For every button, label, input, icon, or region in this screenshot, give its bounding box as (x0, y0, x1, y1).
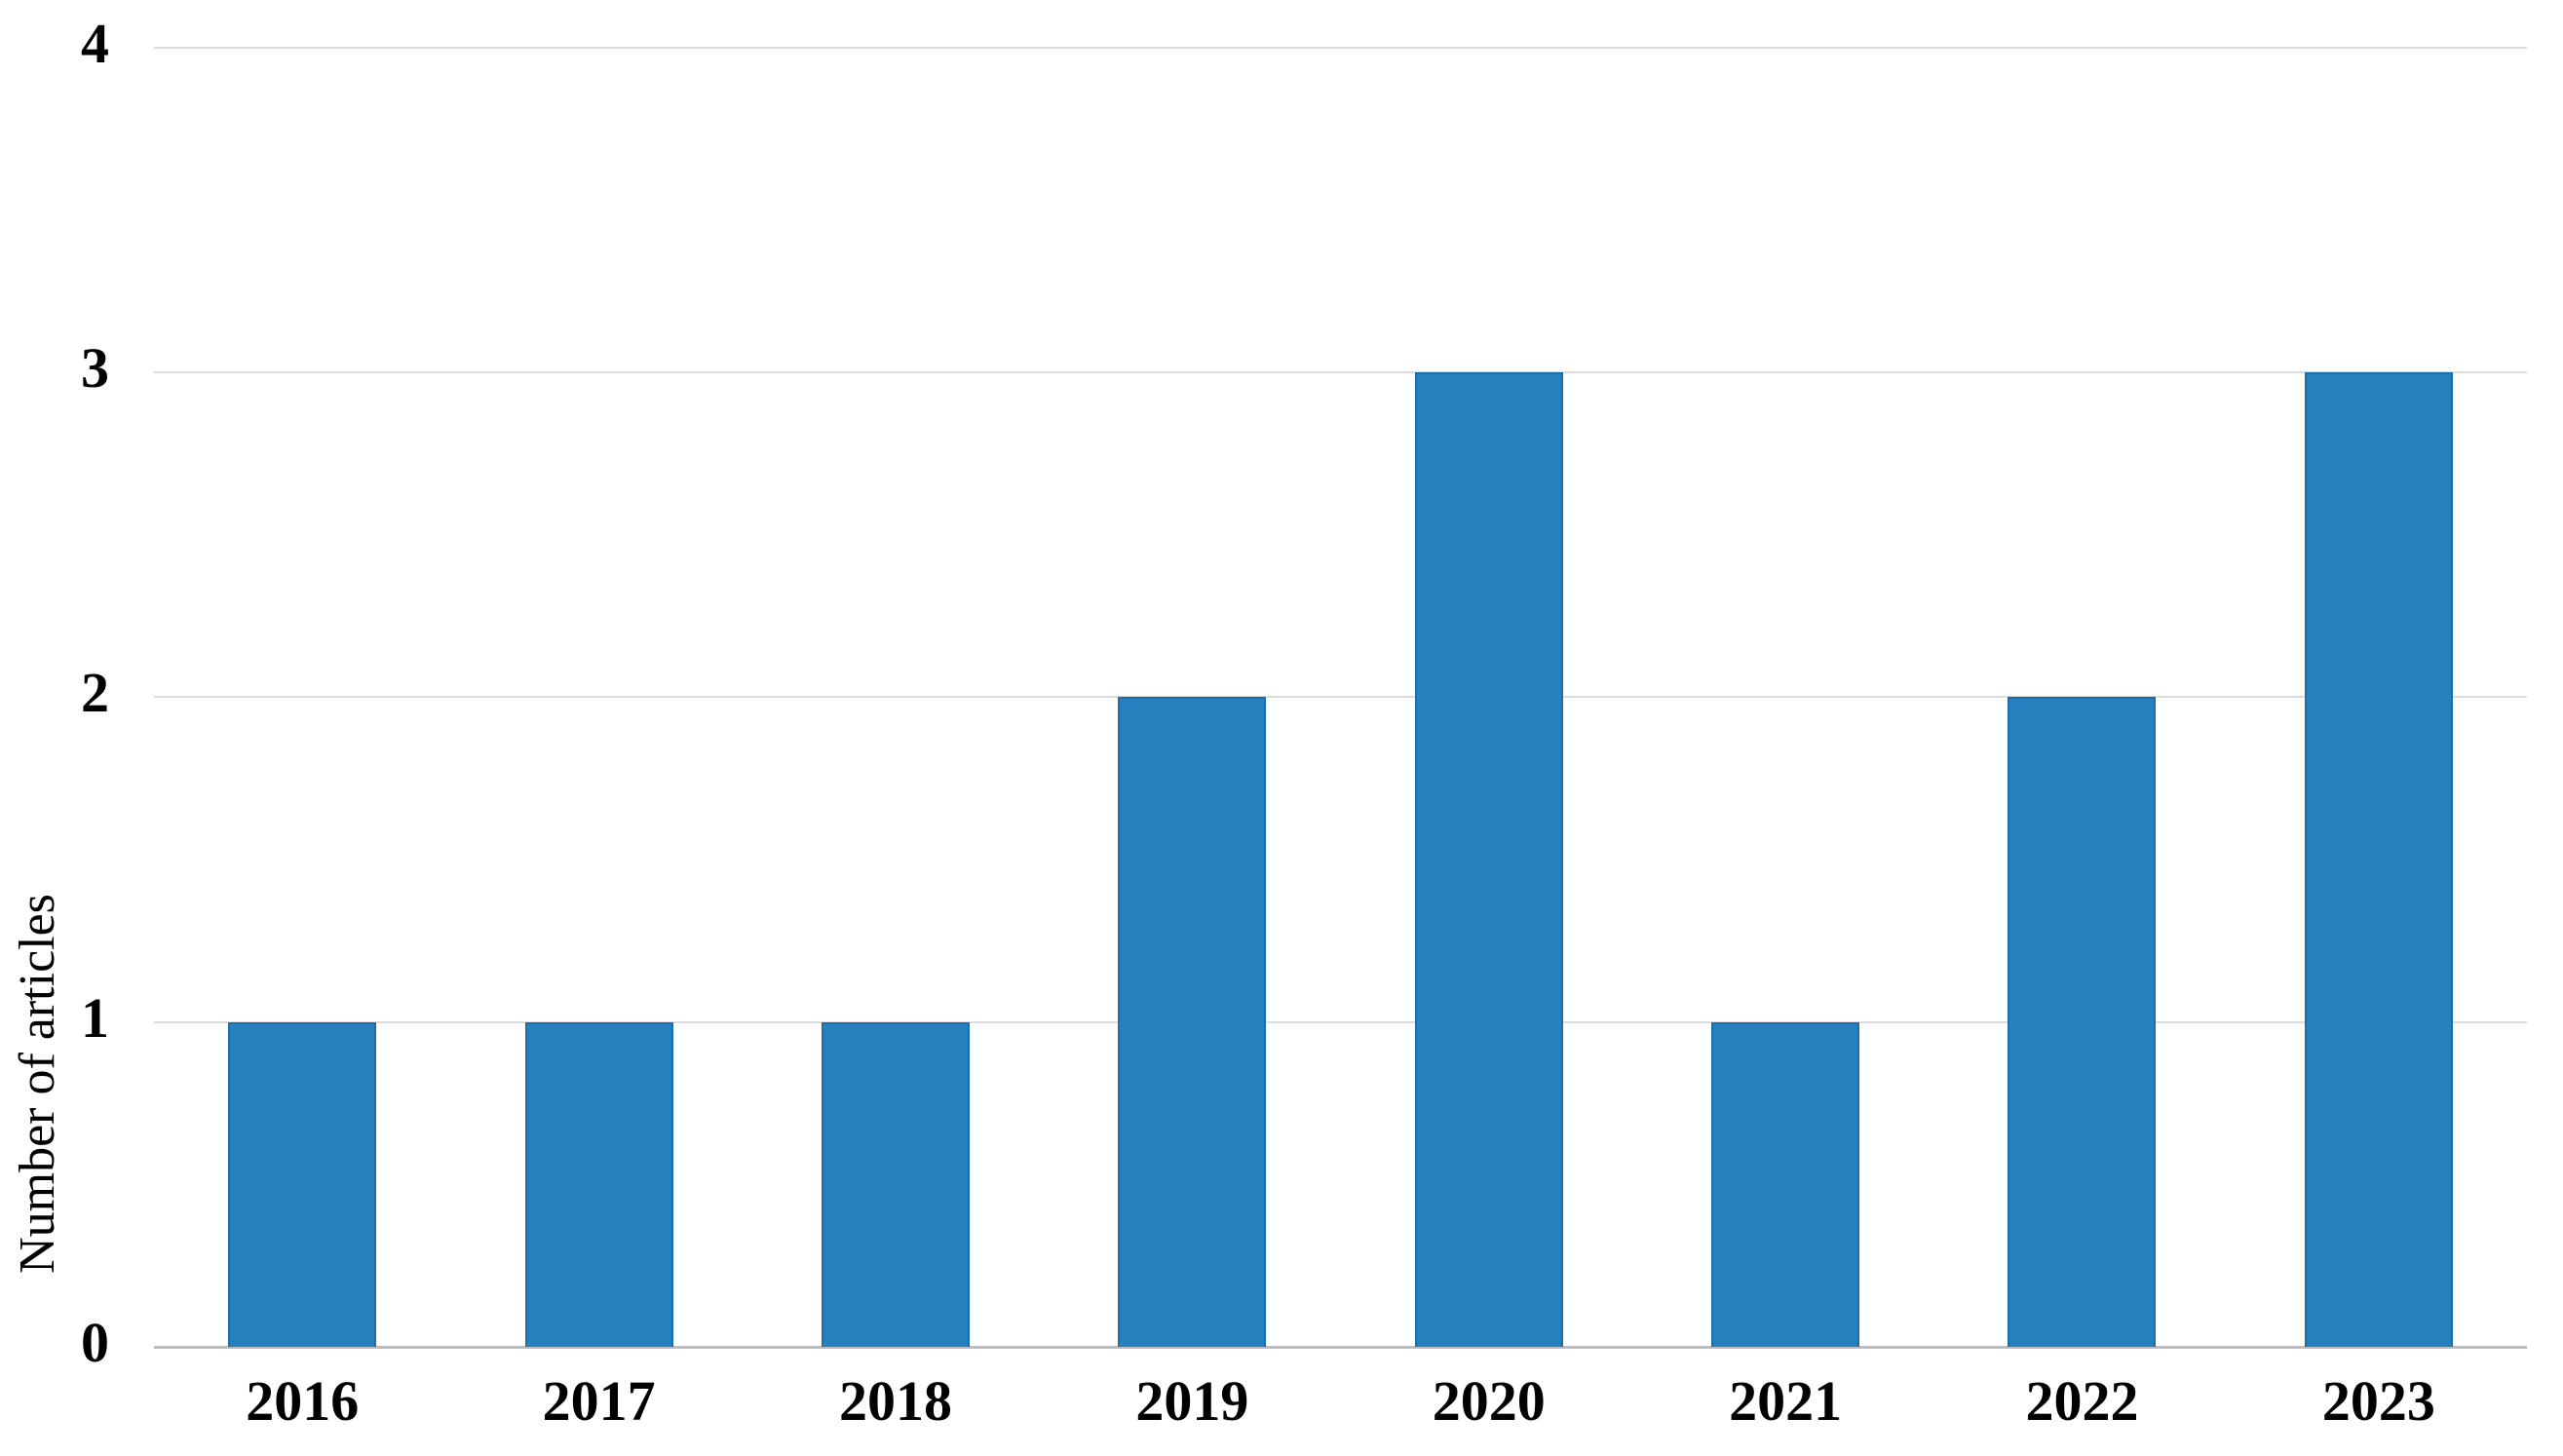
plot-area (154, 0, 2527, 1349)
bar-2019 (1118, 697, 1267, 1347)
gridline-y-1 (154, 1020, 2527, 1023)
y-tick-label-0: 0 (81, 1311, 109, 1374)
bar-2023 (2304, 371, 2453, 1347)
y-tick-label-3: 3 (81, 335, 109, 400)
y-tick-label-1: 1 (81, 985, 109, 1050)
x-axis-line (154, 1345, 2527, 1349)
x-tick-label-2019: 2019 (1135, 1369, 1249, 1433)
x-tick-label-2018: 2018 (838, 1369, 952, 1433)
x-tick-label-2016: 2016 (246, 1369, 360, 1433)
x-tick-label-2023: 2023 (2321, 1369, 2435, 1433)
x-tick-label-2020: 2020 (1432, 1369, 1546, 1433)
y-tick-label-4: 4 (81, 11, 109, 75)
x-tick-label-2017: 2017 (542, 1369, 656, 1433)
x-tick-label-2021: 2021 (1729, 1369, 1843, 1433)
gridline-y-3 (154, 370, 2527, 373)
bar-2020 (1414, 371, 1563, 1347)
bar-2021 (1711, 1021, 1860, 1347)
gridline-y-2 (154, 696, 2527, 699)
x-tick-label-2022: 2022 (2025, 1369, 2139, 1433)
bar-2018 (821, 1021, 970, 1347)
y-axis-title: Number of articles (10, 894, 65, 1274)
bar-2016 (228, 1021, 377, 1347)
bar-2017 (524, 1021, 673, 1347)
bar-2022 (2008, 697, 2157, 1347)
y-tick-label-2: 2 (81, 661, 109, 725)
gridline-y-4 (154, 46, 2527, 49)
